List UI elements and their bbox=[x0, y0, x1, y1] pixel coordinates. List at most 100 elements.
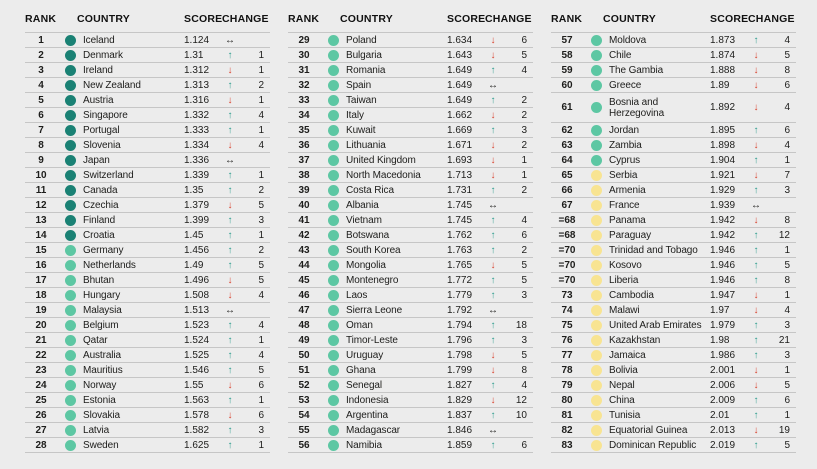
tier-dot-cell bbox=[57, 289, 83, 301]
change-cell: ↔ bbox=[222, 305, 270, 316]
rank-header: RANK bbox=[288, 13, 320, 25]
peace-tier-dot-icon bbox=[327, 199, 339, 211]
change-cell: ↓ 8 bbox=[748, 215, 796, 226]
country-label: China bbox=[609, 394, 635, 406]
change-value: 3 bbox=[521, 124, 527, 136]
down-arrow-icon: ↓ bbox=[753, 304, 759, 316]
country-label: Botswana bbox=[346, 229, 390, 241]
change-cell: ↓ 6 bbox=[485, 35, 533, 46]
tier-dot-cell bbox=[320, 229, 346, 241]
score-value: 1.713 bbox=[447, 169, 473, 181]
score-value: 1.333 bbox=[184, 124, 210, 136]
change-value: 1 bbox=[258, 124, 264, 136]
score-value: 1.762 bbox=[447, 229, 473, 241]
table-row: 1 Iceland 1.124 ↔ bbox=[25, 32, 270, 47]
peace-tier-dot-icon bbox=[64, 184, 76, 196]
tier-dot-cell bbox=[320, 214, 346, 226]
up-arrow-icon: ↑ bbox=[227, 349, 233, 361]
down-arrow-icon: ↓ bbox=[490, 154, 496, 166]
table-row: 45 Montenegro 1.772 ↑ 5 bbox=[288, 272, 533, 287]
country-label: Norway bbox=[83, 379, 117, 391]
peace-tier-dot-icon bbox=[590, 289, 602, 301]
peace-tier-dot-icon bbox=[64, 109, 76, 121]
country-label: Croatia bbox=[83, 229, 115, 241]
table-row: 60 Greece 1.89 ↓ 6 bbox=[551, 77, 796, 92]
country-label: Montenegro bbox=[346, 274, 399, 286]
peace-tier-dot-icon bbox=[64, 124, 76, 136]
peace-tier-dot-icon bbox=[64, 154, 76, 166]
score-value: 1.546 bbox=[184, 364, 210, 376]
table-row: 53 Indonesia 1.829 ↓ 12 bbox=[288, 392, 533, 407]
up-arrow-icon: ↑ bbox=[227, 244, 233, 256]
score-value: 1.634 bbox=[447, 34, 473, 46]
change-cell: ↔ bbox=[485, 425, 533, 436]
change-value: 1 bbox=[784, 364, 790, 376]
change-cell: ↑ 3 bbox=[748, 350, 796, 361]
tier-dot-cell bbox=[57, 364, 83, 376]
change-cell: ↔ bbox=[748, 200, 796, 211]
tier-dot-cell bbox=[57, 394, 83, 406]
peace-tier-dot-icon bbox=[590, 424, 602, 436]
down-arrow-icon: ↓ bbox=[227, 139, 233, 151]
table-header-row: RANK COUNTRY SCORE CHANGE bbox=[25, 13, 270, 25]
rank-value: 11 bbox=[35, 184, 47, 196]
change-header: CHANGE bbox=[222, 13, 269, 25]
country-label: Serbia bbox=[609, 169, 638, 181]
country-label: Austria bbox=[83, 94, 114, 106]
table-row: 74 Malawi 1.97 ↓ 4 bbox=[551, 302, 796, 317]
country-label: The Gambia bbox=[609, 64, 664, 76]
rank-value: 54 bbox=[298, 409, 310, 421]
peace-tier-dot-icon bbox=[590, 394, 602, 406]
change-cell: ↑ 4 bbox=[222, 110, 270, 121]
rank-value: 5 bbox=[38, 94, 44, 106]
change-cell: ↑ 1 bbox=[748, 155, 796, 166]
tier-dot-cell bbox=[320, 109, 346, 121]
rank-value: 61 bbox=[561, 102, 573, 113]
rank-value: 10 bbox=[35, 169, 47, 181]
score-header: SCORE bbox=[710, 13, 749, 25]
peace-tier-dot-icon bbox=[590, 334, 602, 346]
up-arrow-icon: ↑ bbox=[227, 109, 233, 121]
rank-value: 27 bbox=[35, 424, 47, 436]
down-arrow-icon: ↓ bbox=[490, 109, 496, 121]
up-arrow-icon: ↑ bbox=[753, 334, 759, 346]
change-cell: ↑ 2 bbox=[222, 245, 270, 256]
table-header-row: RANK COUNTRY SCORE CHANGE bbox=[288, 13, 533, 25]
no-change-icon: ↔ bbox=[488, 304, 498, 316]
tier-dot-cell bbox=[583, 154, 609, 166]
change-cell: ↑ 2 bbox=[485, 185, 533, 196]
country-label: Trinidad and Tobago bbox=[609, 244, 698, 256]
tier-dot-cell bbox=[57, 49, 83, 61]
change-value: 4 bbox=[258, 289, 264, 301]
rank-value: 4 bbox=[38, 79, 44, 91]
rank-value: 83 bbox=[561, 439, 573, 451]
rank-value: 25 bbox=[35, 394, 47, 406]
peace-tier-dot-icon bbox=[64, 394, 76, 406]
change-cell: ↑ 3 bbox=[222, 215, 270, 226]
peace-tier-dot-icon bbox=[327, 169, 339, 181]
score-value: 2.01 bbox=[710, 409, 730, 421]
peace-tier-dot-icon bbox=[590, 64, 602, 76]
table-header-row: RANK COUNTRY SCORE CHANGE bbox=[551, 13, 796, 25]
score-value: 1.97 bbox=[710, 304, 730, 316]
down-arrow-icon: ↓ bbox=[227, 94, 233, 106]
country-label: Australia bbox=[83, 349, 122, 361]
change-value: 12 bbox=[515, 394, 527, 406]
down-arrow-icon: ↓ bbox=[753, 289, 759, 301]
peace-tier-dot-icon bbox=[590, 379, 602, 391]
table-row: 56 Namibia 1.859 ↑ 6 bbox=[288, 437, 533, 452]
tier-dot-cell bbox=[57, 64, 83, 76]
change-cell: ↑ 1 bbox=[222, 440, 270, 451]
change-value: 1 bbox=[784, 289, 790, 301]
tier-dot-cell bbox=[57, 319, 83, 331]
down-arrow-icon: ↓ bbox=[227, 409, 233, 421]
tier-dot-cell bbox=[320, 304, 346, 316]
tier-dot-cell bbox=[583, 259, 609, 271]
score-value: 1.45 bbox=[184, 229, 204, 241]
change-value: 1 bbox=[258, 94, 264, 106]
score-value: 1.946 bbox=[710, 244, 736, 256]
country-label: Panama bbox=[609, 214, 646, 226]
country-label: Lithuania bbox=[346, 139, 386, 151]
country-label: Paraguay bbox=[609, 229, 652, 241]
tier-dot-cell bbox=[57, 79, 83, 91]
